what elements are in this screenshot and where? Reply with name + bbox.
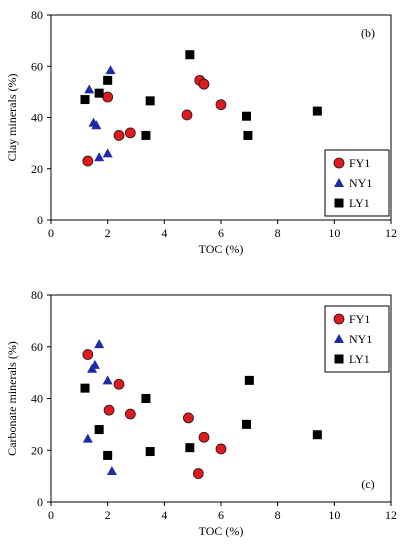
data-point-ly1	[103, 450, 113, 460]
data-point-ly1	[141, 394, 151, 403]
x-tick-label: 0	[48, 508, 54, 522]
data-point-fy1	[192, 468, 204, 479]
x-axis-label: TOC (%)	[199, 524, 244, 538]
data-point-ly1	[244, 375, 254, 385]
legend-marker-ny1	[334, 178, 344, 187]
data-point-fy1	[183, 412, 194, 424]
y-tick-label: 0	[37, 213, 43, 227]
data-point-ly1	[312, 430, 322, 440]
data-point-fy1	[113, 378, 125, 390]
data-point-fy1	[215, 443, 227, 455]
x-tick-label: 2	[105, 508, 111, 522]
data-point-ny1	[91, 120, 102, 130]
data-point-ly1	[103, 75, 113, 85]
data-point-ly1	[141, 130, 151, 140]
x-tick-label: 8	[275, 226, 281, 240]
data-point-ny1	[106, 465, 117, 475]
data-point-fy1	[181, 109, 193, 121]
data-point-fy1	[124, 408, 136, 420]
legend: FY1 NY1 LY1	[324, 149, 390, 217]
data-point-ly1	[243, 130, 253, 140]
x-tick-label: 12	[385, 226, 397, 240]
y-tick-label: 40	[31, 392, 43, 406]
data-point-ly1	[80, 95, 90, 105]
legend-marker-ly1	[334, 354, 344, 364]
legend-label-fy1: FY1	[349, 312, 370, 326]
y-tick-label: 60	[31, 59, 43, 73]
x-tick-label: 4	[161, 226, 167, 240]
panel-label: (b)	[361, 26, 375, 40]
data-point-fy1	[124, 127, 136, 139]
panel-label: (c)	[361, 477, 374, 491]
legend: FY1 NY1 LY1	[324, 305, 390, 373]
data-point-ly1	[242, 419, 251, 429]
data-point-fy1	[82, 155, 94, 167]
data-point-ly1	[80, 383, 90, 393]
x-tick-label: 2	[105, 226, 111, 240]
x-tick-label: 0	[48, 226, 54, 240]
legend-label-fy1: FY1	[349, 156, 370, 170]
y-axis-label: Clay minerals (%)	[5, 74, 19, 162]
legend-label-ny1: NY1	[349, 332, 372, 346]
legend-marker-fy1	[333, 157, 345, 169]
x-tick-label: 10	[328, 226, 340, 240]
data-point-fy1	[113, 130, 125, 141]
data-point-ny1	[84, 84, 95, 94]
y-tick-label: 20	[31, 443, 43, 457]
data-point-ny1	[102, 148, 113, 158]
data-point-ly1	[185, 50, 195, 60]
data-point-ny1	[94, 152, 105, 162]
chart-panel-1: 0 2 4 6 8 10 12 0 20 40 60 80 TOC (%) Carbonate miner…	[5, 288, 397, 538]
y-tick-label: 20	[31, 162, 43, 176]
legend-marker-ny1	[334, 334, 344, 343]
data-point-ly1	[145, 447, 155, 457]
data-point-ly1	[312, 106, 322, 116]
data-point-fy1	[103, 404, 115, 416]
x-tick-label: 6	[218, 508, 224, 522]
y-tick-label: 80	[31, 288, 43, 302]
legend-marker-ly1	[334, 198, 344, 208]
chart-panel-0: 0 2 4 6 8 10 12 0 20 40 60 80 TOC (%) Clay minerals (…	[5, 8, 397, 256]
x-tick-label: 4	[161, 508, 167, 522]
y-tick-label: 0	[37, 495, 43, 509]
data-point-ly1	[185, 443, 195, 453]
data-point-ly1	[94, 425, 104, 435]
legend-label-ny1: NY1	[349, 176, 372, 190]
y-tick-label: 80	[31, 8, 43, 22]
data-point-ny1	[89, 359, 100, 369]
x-axis-label: TOC (%)	[199, 242, 244, 256]
data-point-ny1	[94, 339, 105, 349]
data-point-ly1	[94, 88, 104, 98]
data-point-ny1	[102, 375, 113, 385]
y-tick-label: 40	[31, 111, 43, 125]
data-point-fy1	[198, 78, 210, 90]
data-point-fy1	[102, 91, 114, 103]
data-point-ny1	[105, 65, 116, 75]
data-point-ly1	[145, 96, 155, 106]
x-tick-label: 8	[275, 508, 281, 522]
legend-marker-fy1	[333, 313, 345, 325]
x-tick-label: 6	[218, 226, 224, 240]
data-point-ny1	[82, 433, 93, 443]
legend-label-ly1: LY1	[349, 352, 370, 366]
data-point-fy1	[82, 349, 94, 360]
data-point-fy1	[198, 431, 210, 443]
legend-label-ly1: LY1	[349, 196, 370, 210]
y-tick-label: 60	[31, 340, 43, 354]
y-axis-label: Carbonate minerals (%)	[5, 341, 19, 456]
x-tick-label: 10	[328, 508, 340, 522]
data-point-fy1	[215, 99, 227, 111]
data-point-ly1	[242, 111, 251, 121]
x-tick-label: 12	[385, 508, 397, 522]
